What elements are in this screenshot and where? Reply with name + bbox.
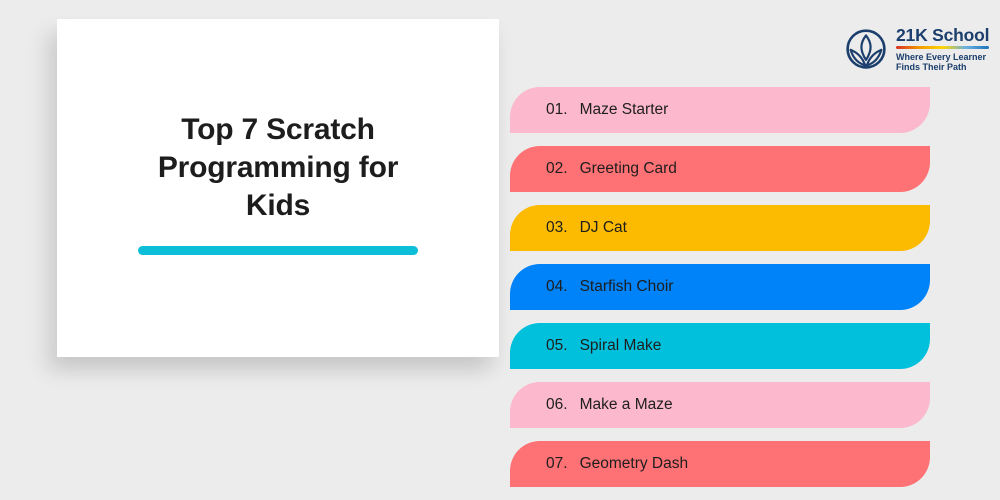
- item-label: Spiral Make: [579, 337, 662, 354]
- item-number: 04.: [546, 278, 568, 295]
- list-item: 01. Maze Starter: [510, 87, 930, 133]
- item-label: Make a Maze: [579, 396, 673, 413]
- brand-tagline-line2: Finds Their Path: [896, 62, 967, 72]
- lotus-logo-icon: [846, 29, 886, 69]
- brand-tagline-line1: Where Every Learner: [896, 51, 987, 62]
- page-title: Top 7 Scratch Programming for Kids: [157, 113, 399, 222]
- item-label: Geometry Dash: [579, 455, 689, 472]
- item-number: 03.: [546, 219, 568, 236]
- list-item: 03. DJ Cat: [510, 205, 930, 251]
- list-item: 05. Spiral Make: [510, 323, 930, 369]
- title-underline-decoration: [138, 246, 418, 255]
- item-label: Maze Starter: [579, 101, 669, 118]
- list-item: 07. Geometry Dash: [510, 441, 930, 487]
- item-number: 02.: [546, 160, 568, 177]
- brand-logo: 21K School Where Every Learner Finds The…: [845, 25, 990, 73]
- item-label: Greeting Card: [579, 160, 677, 177]
- item-number: 07.: [546, 455, 568, 472]
- list-item: 06. Make a Maze: [510, 382, 930, 428]
- topics-list: 01. Maze Starter 02. Greeting Card 03. DJ Cat…: [510, 87, 930, 500]
- item-label: DJ Cat: [579, 219, 627, 236]
- brand-text-block: 21K School Where Every Learner Finds The…: [896, 25, 990, 73]
- item-number: 05.: [546, 337, 568, 354]
- brand-gradient-rule: [896, 46, 990, 49]
- list-item: 02. Greeting Card: [510, 146, 930, 192]
- title-card: Top 7 Scratch Programming for Kids: [57, 19, 499, 357]
- item-label: Starfish Choir: [579, 278, 674, 295]
- item-number: 01.: [546, 101, 568, 118]
- list-item: 04. Starfish Choir: [510, 264, 930, 310]
- brand-name: 21K School: [896, 25, 990, 45]
- item-number: 06.: [546, 396, 568, 413]
